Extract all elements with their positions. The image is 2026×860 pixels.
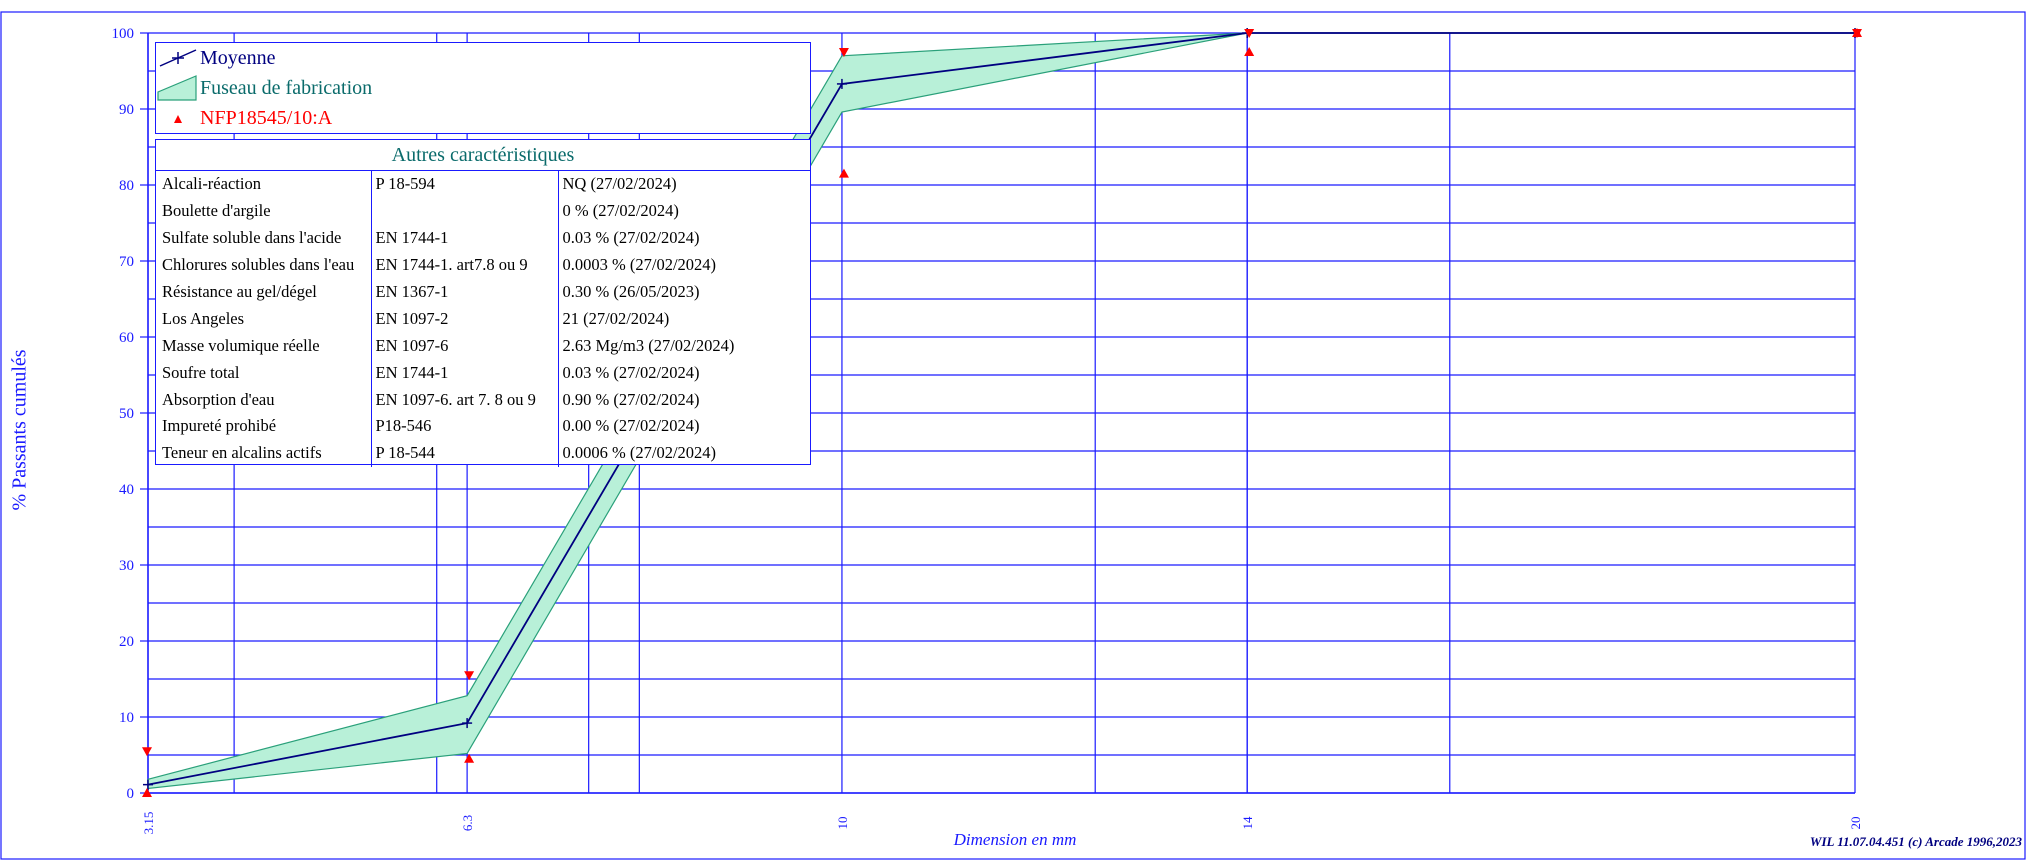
- x-tick-label: 10: [835, 817, 850, 830]
- spec-marker: [1244, 47, 1255, 56]
- characteristic-row: Résistance au gel/dégel EN 1367-1 0.30 % (…: [156, 278, 810, 306]
- characteristic-name: Sulfate soluble dans l'acide: [162, 228, 342, 248]
- characteristic-value: NQ (27/02/2024): [557, 171, 810, 198]
- y-tick-label: 90: [119, 102, 134, 118]
- characteristic-standard: EN 1744-1. art7.8 ou 9: [370, 251, 558, 279]
- x-tick-label: 3.15: [141, 812, 156, 835]
- characteristic-value: 0 % (27/02/2024): [557, 197, 810, 225]
- spec-marker: [1244, 29, 1255, 38]
- characteristic-row: Los Angeles EN 1097-2 21 (27/02/2024): [156, 305, 810, 333]
- spec-marker: [464, 671, 475, 681]
- characteristic-row: Impureté prohibé P18-546 0.00 % (27/02/202…: [156, 413, 810, 440]
- x-tick-label: 6.3: [460, 815, 475, 831]
- characteristic-value: 21 (27/02/2024): [557, 305, 810, 333]
- y-tick-label: 100: [112, 26, 135, 42]
- y-tick-label: 50: [119, 406, 134, 422]
- characteristic-name: Los Angeles: [162, 308, 245, 328]
- y-tick-label: 60: [119, 330, 134, 346]
- characteristic-standard: P 18-594: [370, 171, 558, 198]
- spec-marker: [838, 48, 849, 57]
- y-tick-label: 40: [119, 482, 134, 498]
- y-tick-label: 20: [119, 634, 134, 650]
- spec-marker: [142, 788, 152, 797]
- other-characteristics-title: Autres caractéristiques: [156, 140, 810, 171]
- spec-marker: [838, 168, 849, 178]
- spec-marker: [464, 753, 475, 763]
- characteristic-standard: EN 1097-2: [370, 305, 558, 333]
- chart-frame: [0, 11, 2026, 860]
- spec-marker: [1852, 28, 1862, 37]
- characteristic-name: Alcali-réaction: [162, 174, 261, 194]
- characteristic-name: Impureté prohibé: [162, 416, 277, 436]
- characteristic-standard: EN 1744-1: [370, 224, 558, 252]
- characteristic-row: Chlorures solubles dans l'eau EN 1744-1. …: [156, 251, 810, 279]
- characteristic-row: Teneur en alcalins actifs P 18-544 0.0006 …: [156, 439, 810, 467]
- y-tick-label: 70: [119, 254, 134, 270]
- y-tick-label: 80: [119, 178, 134, 194]
- characteristic-standard: EN 1744-1: [370, 359, 558, 387]
- characteristic-name: Chlorures solubles dans l'eau: [162, 255, 355, 275]
- y-tick-label: 10: [119, 710, 134, 726]
- y-tick-label: 30: [119, 558, 134, 574]
- characteristic-row: Sulfate soluble dans l'acide EN 1744-1 0.0…: [156, 224, 810, 252]
- legend-triangle-symbol: [174, 115, 182, 123]
- characteristic-value: 2.63 Mg/m3 (27/02/2024): [557, 332, 810, 360]
- characteristic-name: Absorption d'eau: [162, 389, 275, 409]
- characteristic-name: Soufre total: [162, 362, 240, 382]
- legend-label-spec: NFP18545/10:A: [200, 107, 333, 129]
- characteristic-standard: P 18-544: [370, 439, 558, 467]
- x-tick-label: 20: [1848, 817, 1863, 830]
- characteristic-value: 0.00 % (27/02/2024): [557, 413, 810, 440]
- characteristic-value: 0.90 % (27/02/2024): [557, 386, 810, 414]
- characteristic-row: Alcali-réaction P 18-594 NQ (27/02/2024): [156, 171, 810, 198]
- x-axis-label: Dimension en mm: [953, 830, 1077, 849]
- characteristic-value: 0.0003 % (27/02/2024): [557, 251, 810, 279]
- characteristic-name: Boulette d'argile: [162, 201, 271, 221]
- legend: Moyenne Fuseau de fabrication NFP18545/1…: [155, 42, 811, 134]
- legend-label-fuseau: Fuseau de fabrication: [200, 77, 373, 99]
- other-characteristics-table: Autres caractéristiques Alcali-réaction P…: [155, 139, 811, 467]
- characteristic-row: Soufre total EN 1744-1 0.03 % (27/02/2024): [156, 359, 810, 387]
- x-tick-label: 14: [1240, 816, 1255, 830]
- characteristic-row: Absorption d'eau EN 1097-6. art 7. 8 ou 9…: [156, 386, 810, 414]
- legend-label-moyenne: Moyenne: [200, 47, 276, 69]
- characteristic-name: Masse volumique réelle: [162, 335, 320, 355]
- characteristic-standard: EN 1097-6. art 7. 8 ou 9: [370, 386, 558, 414]
- characteristic-standard: P18-546: [370, 413, 558, 440]
- legend-band-symbol: [157, 75, 197, 101]
- y-tick-label: 0: [127, 786, 135, 802]
- characteristic-name: Teneur en alcalins actifs: [162, 443, 322, 463]
- characteristic-standard: [370, 197, 558, 225]
- characteristic-standard: EN 1097-6: [370, 332, 558, 360]
- legend-mean-symbol: [159, 49, 197, 67]
- characteristics-grid: Alcali-réaction P 18-594 NQ (27/02/2024) Bo…: [156, 171, 810, 467]
- spec-marker: [142, 747, 152, 757]
- characteristic-value: 0.0006 % (27/02/2024): [557, 439, 810, 467]
- characteristic-value: 0.03 % (27/02/2024): [557, 359, 810, 387]
- characteristic-value: 0.03 % (27/02/2024): [557, 224, 810, 252]
- characteristic-value: 0.30 % (26/05/2023): [557, 278, 810, 306]
- characteristic-standard: EN 1367-1: [370, 278, 558, 306]
- characteristic-row: Boulette d'argile 0 % (27/02/2024): [156, 197, 810, 225]
- copyright-text: WIL 11.07.04.451 (c) Arcade 1996,2023: [1809, 834, 2022, 849]
- characteristic-row: Masse volumique réelle EN 1097-6 2.63 Mg/m…: [156, 332, 810, 360]
- characteristic-name: Résistance au gel/dégel: [162, 282, 317, 301]
